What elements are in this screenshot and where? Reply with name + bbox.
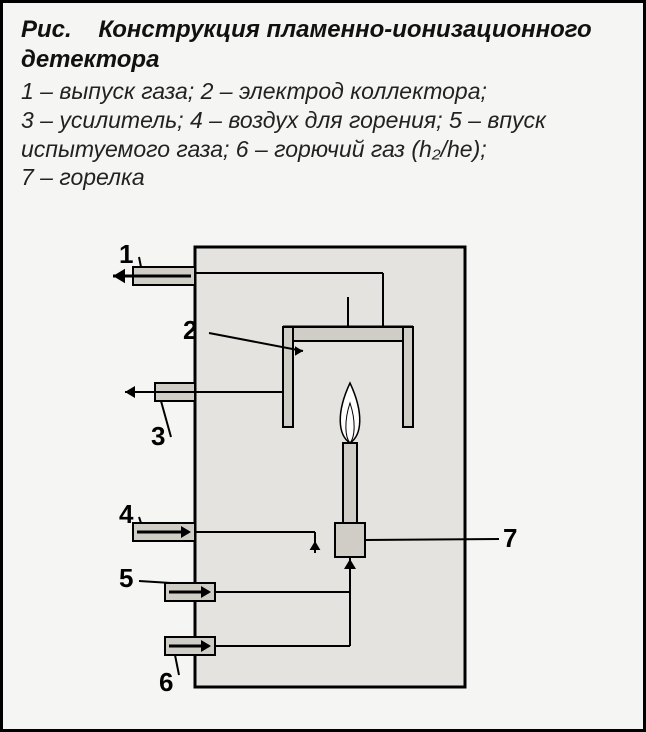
detector-diagram: 1 2 3 4 5 6 7 [3,223,646,723]
caption-title: Рис. Конструкция пламенно-ионизационного… [21,15,625,75]
caption-legend: 1 – выпуск газа; 2 – электрод коллектора… [21,77,625,192]
label-4: 4 [119,499,133,530]
label-7: 7 [503,523,517,554]
label-1: 1 [119,239,133,270]
figure-caption: Рис. Конструкция пламенно-ионизационного… [21,15,625,192]
legend-line: 3 – усилитель; 4 – воздух для горения; 5… [21,106,625,135]
label-3: 3 [151,421,165,452]
figure-page: Рис. Конструкция пламенно-ионизационного… [0,0,646,732]
caption-text: Конструкция пламенно-ионизационного дете… [21,16,592,73]
legend-line: 7 – горелка [21,163,625,192]
label-5: 5 [119,563,133,594]
legend-line: 1 – выпуск газа; 2 – электрод коллектора… [21,77,625,106]
label-2: 2 [183,315,197,346]
label-6: 6 [159,667,173,698]
caption-prefix: Рис. [21,16,72,43]
diagram-svg [3,223,646,723]
legend-line: испытуемого газа; 6 – горючий газ (h₂/he… [21,135,625,164]
